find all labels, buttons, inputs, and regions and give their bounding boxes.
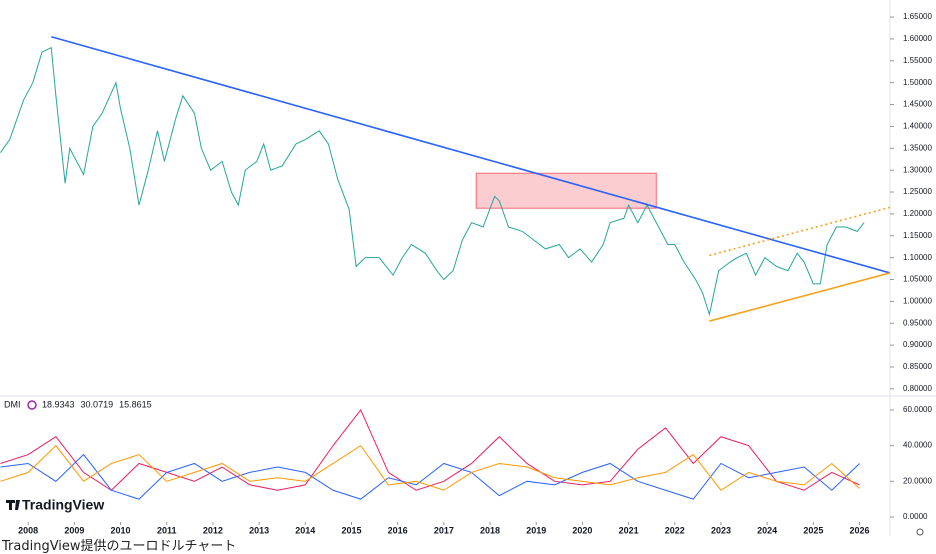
y-tick-label: 0.85000 [903, 362, 932, 371]
y-tick-label: 1.25000 [903, 187, 932, 196]
y-tick-label: 1.30000 [903, 165, 932, 174]
y-tick-label: 1.45000 [903, 100, 932, 109]
legend-value: 18.9343 [42, 399, 75, 409]
y-tick-label: 1.05000 [903, 275, 932, 284]
series-line [0, 408, 860, 491]
legend-value: 30.0719 [81, 399, 114, 409]
settings-icon[interactable] [916, 528, 924, 536]
highlight-box [475, 172, 657, 209]
trend-line [51, 35, 891, 274]
y-tick-label: 1.35000 [903, 143, 932, 152]
x-tick-label: 2008 [18, 525, 38, 535]
x-tick-label: 2020 [572, 525, 592, 535]
x-tick-label: 2025 [803, 525, 823, 535]
x-tick-label: 2014 [295, 525, 315, 535]
indicator-icon [27, 400, 37, 410]
y-tick-label: 60.0000 [903, 405, 932, 414]
y-tick-label: 1.10000 [903, 253, 932, 262]
y-tick-label: 0.80000 [903, 384, 932, 393]
x-tick-label: 2026 [850, 525, 870, 535]
y-tick-label: 0.90000 [903, 340, 932, 349]
x-tick-label: 2016 [388, 525, 408, 535]
x-tick-label: 2019 [526, 525, 546, 535]
legend-value: 15.8615 [119, 399, 152, 409]
y-tick-label: 1.55000 [903, 56, 932, 65]
y-tick-label: 1.20000 [903, 209, 932, 218]
chart: TradingView DMI 1.65000 1.60000 1.55000 1.5… [0, 0, 936, 536]
y-tick-label: 40.0000 [903, 441, 932, 450]
x-tick-label: 2021 [619, 525, 639, 535]
x-tick-label: 2023 [711, 525, 731, 535]
y-tick-label: 1.50000 [903, 78, 932, 87]
y-tick-label: 1.00000 [903, 296, 932, 305]
trend-line [709, 272, 891, 322]
caption: TradingView提供のユーロドルチャート [2, 539, 237, 554]
y-tick-label: 0.0000 [903, 512, 928, 521]
x-tick-label: 2018 [480, 525, 500, 535]
y-tick-label: 1.40000 [903, 122, 932, 131]
x-tick-label: 2009 [64, 525, 84, 535]
series-line [0, 46, 865, 317]
x-tick-label: 2015 [341, 525, 361, 535]
y-tick-label: 1.15000 [903, 231, 932, 240]
x-tick-label: 2012 [203, 525, 223, 535]
x-tick-label: 2013 [249, 525, 269, 535]
y-tick-label: 1.60000 [903, 34, 932, 43]
logo-text: TradingView [22, 497, 104, 513]
x-tick-label: 2011 [157, 525, 177, 535]
series-line [0, 444, 860, 491]
indicator-title: DMI [4, 399, 21, 409]
y-tick-label: 0.95000 [903, 318, 932, 327]
trend-line [709, 206, 891, 257]
x-tick-label: 2022 [665, 525, 685, 535]
x-tick-label: 2017 [434, 525, 454, 535]
series-line [0, 453, 860, 500]
x-tick-label: 2010 [111, 525, 131, 535]
y-tick-label: 1.65000 [903, 12, 932, 21]
y-tick-label: 20.0000 [903, 476, 932, 485]
x-tick-label: 2024 [757, 525, 777, 535]
logo: TradingView [6, 497, 104, 513]
